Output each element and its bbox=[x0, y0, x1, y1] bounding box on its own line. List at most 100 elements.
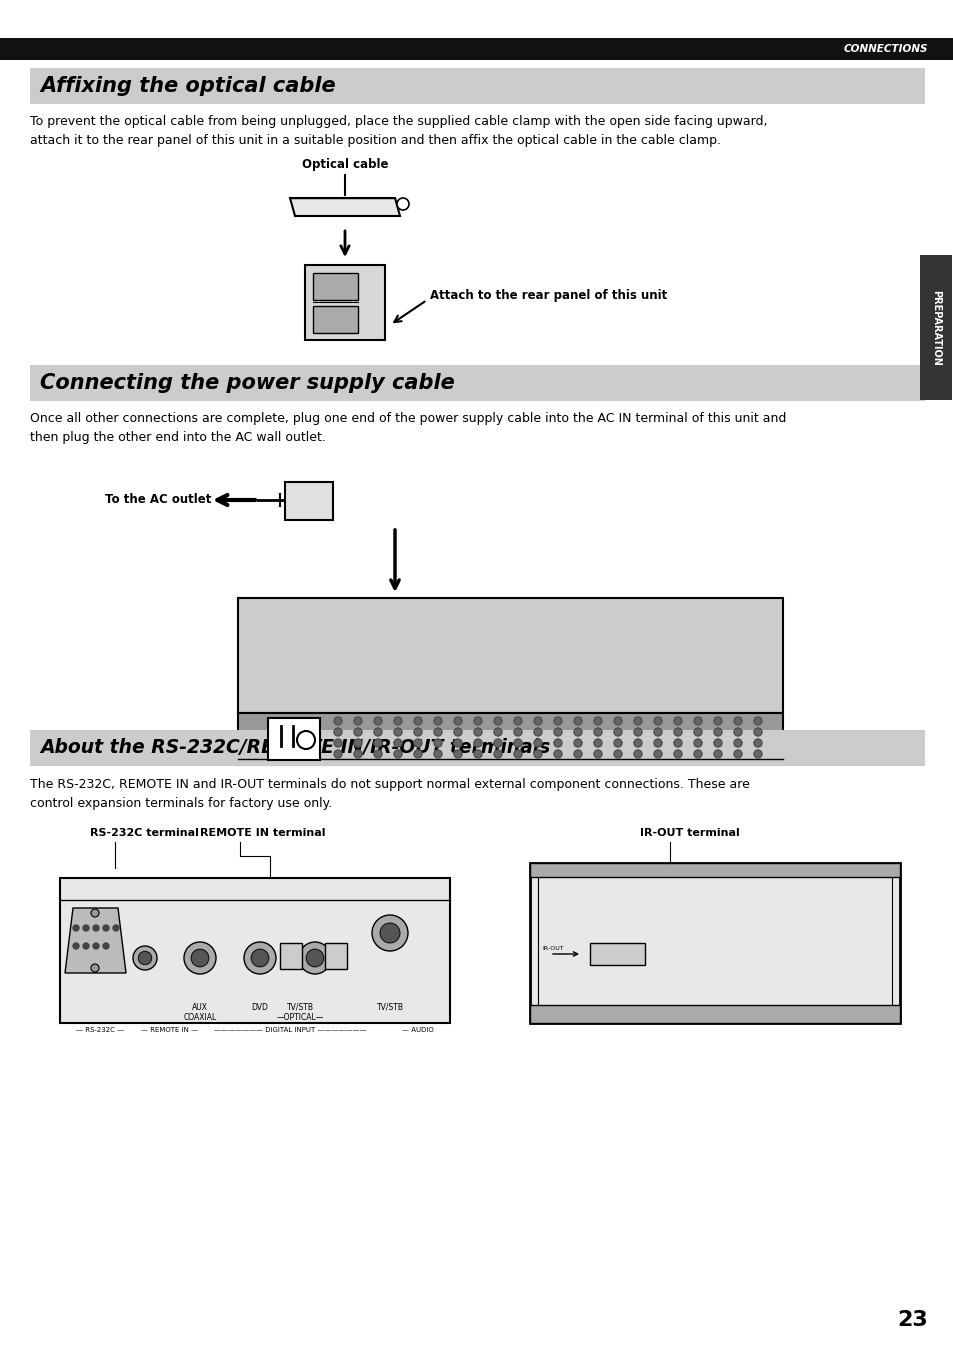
Circle shape bbox=[103, 925, 109, 931]
Text: Affixing the optical cable: Affixing the optical cable bbox=[40, 75, 335, 96]
Circle shape bbox=[673, 717, 681, 725]
Circle shape bbox=[334, 717, 341, 725]
Circle shape bbox=[394, 749, 401, 758]
Text: PREPARATION: PREPARATION bbox=[930, 290, 940, 365]
Circle shape bbox=[693, 717, 701, 725]
Circle shape bbox=[103, 944, 109, 949]
Circle shape bbox=[474, 728, 481, 736]
Circle shape bbox=[92, 944, 99, 949]
Circle shape bbox=[574, 739, 581, 747]
Bar bbox=[268, 718, 319, 760]
Circle shape bbox=[614, 717, 621, 725]
Text: IR-OUT terminal: IR-OUT terminal bbox=[639, 828, 739, 838]
Circle shape bbox=[434, 717, 441, 725]
Circle shape bbox=[372, 915, 408, 950]
Circle shape bbox=[184, 942, 215, 975]
Circle shape bbox=[713, 739, 721, 747]
Text: CONNECTIONS: CONNECTIONS bbox=[842, 44, 927, 54]
Circle shape bbox=[733, 749, 741, 758]
Bar bbox=[30, 731, 924, 766]
Text: TV/STB
—OPTICAL—: TV/STB —OPTICAL— bbox=[276, 1003, 323, 1022]
Circle shape bbox=[394, 728, 401, 736]
Bar bbox=[313, 274, 357, 301]
Circle shape bbox=[673, 739, 681, 747]
Circle shape bbox=[494, 717, 501, 725]
Circle shape bbox=[251, 949, 269, 967]
Circle shape bbox=[414, 739, 421, 747]
Circle shape bbox=[83, 944, 89, 949]
Text: Optical cable: Optical cable bbox=[301, 158, 388, 171]
Circle shape bbox=[334, 749, 341, 758]
Circle shape bbox=[434, 749, 441, 758]
Circle shape bbox=[693, 749, 701, 758]
Circle shape bbox=[434, 728, 441, 736]
Circle shape bbox=[374, 717, 381, 725]
Circle shape bbox=[494, 739, 501, 747]
Circle shape bbox=[374, 739, 381, 747]
Circle shape bbox=[594, 739, 601, 747]
Circle shape bbox=[514, 749, 521, 758]
Circle shape bbox=[379, 923, 399, 942]
Bar bbox=[0, 38, 953, 61]
Polygon shape bbox=[290, 198, 399, 216]
Circle shape bbox=[594, 717, 601, 725]
Circle shape bbox=[753, 717, 761, 725]
Circle shape bbox=[634, 749, 641, 758]
Circle shape bbox=[594, 728, 601, 736]
Circle shape bbox=[454, 739, 461, 747]
Circle shape bbox=[614, 749, 621, 758]
Circle shape bbox=[394, 739, 401, 747]
Text: RS-232C terminal: RS-232C terminal bbox=[90, 828, 198, 838]
Circle shape bbox=[514, 739, 521, 747]
Circle shape bbox=[534, 728, 541, 736]
Circle shape bbox=[138, 952, 152, 965]
Bar bbox=[285, 483, 333, 520]
Circle shape bbox=[474, 749, 481, 758]
Circle shape bbox=[73, 944, 79, 949]
Bar bbox=[237, 599, 782, 713]
Bar bbox=[325, 944, 347, 969]
Circle shape bbox=[753, 749, 761, 758]
Text: AUX
COAXIAL: AUX COAXIAL bbox=[183, 1003, 216, 1022]
Bar bbox=[60, 878, 450, 1023]
Circle shape bbox=[574, 717, 581, 725]
Circle shape bbox=[634, 739, 641, 747]
Text: — AUDIO: — AUDIO bbox=[402, 1027, 434, 1033]
Circle shape bbox=[92, 925, 99, 931]
Bar bbox=[919, 255, 951, 400]
Bar bbox=[530, 863, 899, 1023]
Circle shape bbox=[534, 717, 541, 725]
Circle shape bbox=[733, 717, 741, 725]
Circle shape bbox=[654, 739, 661, 747]
Polygon shape bbox=[65, 909, 126, 973]
Circle shape bbox=[713, 728, 721, 736]
Circle shape bbox=[454, 717, 461, 725]
Text: ——————— DIGITAL INPUT ———————: ——————— DIGITAL INPUT ——————— bbox=[213, 1027, 366, 1033]
Circle shape bbox=[374, 749, 381, 758]
Circle shape bbox=[514, 717, 521, 725]
Bar bbox=[530, 863, 899, 878]
Bar bbox=[305, 266, 385, 340]
Bar bbox=[237, 713, 782, 766]
Text: IR-OUT: IR-OUT bbox=[541, 945, 563, 950]
Circle shape bbox=[554, 739, 561, 747]
Text: To prevent the optical cable from being unplugged, place the supplied cable clam: To prevent the optical cable from being … bbox=[30, 115, 767, 147]
Circle shape bbox=[434, 739, 441, 747]
Circle shape bbox=[693, 739, 701, 747]
Circle shape bbox=[306, 949, 323, 967]
Circle shape bbox=[574, 749, 581, 758]
Bar bbox=[30, 365, 924, 400]
Bar bbox=[530, 1006, 899, 1023]
Text: 23: 23 bbox=[897, 1310, 927, 1330]
Circle shape bbox=[534, 739, 541, 747]
Bar bbox=[589, 944, 644, 965]
Circle shape bbox=[554, 749, 561, 758]
Text: REMOTE IN terminal: REMOTE IN terminal bbox=[200, 828, 325, 838]
Circle shape bbox=[673, 749, 681, 758]
Circle shape bbox=[454, 749, 461, 758]
Circle shape bbox=[414, 717, 421, 725]
Circle shape bbox=[112, 925, 119, 931]
Circle shape bbox=[634, 728, 641, 736]
Circle shape bbox=[244, 942, 275, 975]
Circle shape bbox=[474, 739, 481, 747]
